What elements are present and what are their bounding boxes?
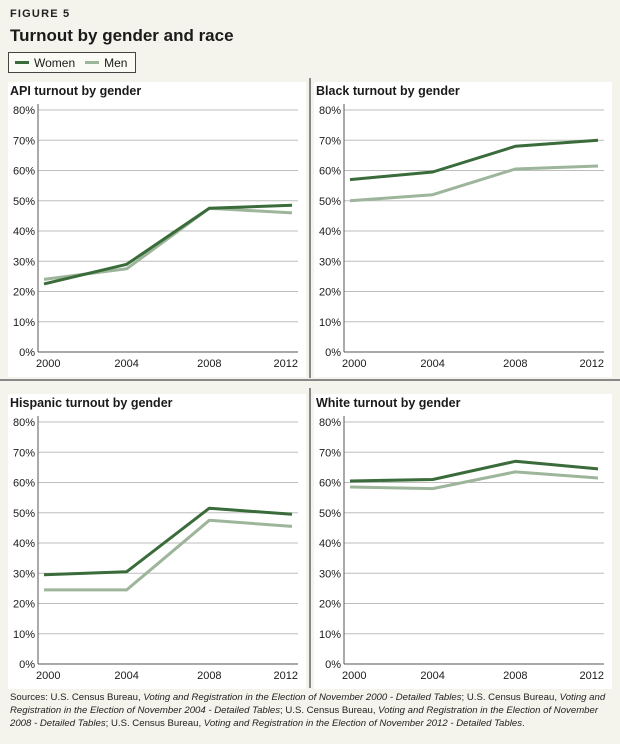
hispanic-series-line-women <box>43 506 293 577</box>
hispanic-y-tick-label: 30% <box>13 568 35 580</box>
black-series-line-men <box>349 164 599 203</box>
white-x-tick-label: 2004 <box>420 670 444 682</box>
black-x-tick-label: 2008 <box>503 358 527 370</box>
black-y-tick-label: 60% <box>319 166 341 178</box>
white-series-line-women <box>349 459 599 483</box>
sources-note: Sources: U.S. Census Bureau, Voting and … <box>10 692 612 730</box>
panel-black: Black turnout by gender 0% 10% 20% 30% 40% 50… <box>314 82 612 377</box>
api-x-tick-label: 2012 <box>274 358 298 370</box>
source-title-2000: Voting and Registration in the Election … <box>143 692 462 703</box>
panel-title-api: API turnout by gender <box>10 84 142 98</box>
api-y-tick-label: 50% <box>13 196 35 208</box>
hispanic-x-tick-label: 2000 <box>36 670 60 682</box>
white-x-tick-label: 2008 <box>503 670 527 682</box>
black-series-line-women <box>349 138 599 182</box>
white-series-line-men <box>349 470 599 491</box>
legend-label-women: Women <box>34 55 76 70</box>
hispanic-y-tick-label: 10% <box>13 629 35 641</box>
source-title-2004: Voting and Registration in the Election … <box>10 692 606 716</box>
panel-title-hispanic: Hispanic turnout by gender <box>10 396 173 410</box>
white-y-tick-label: 70% <box>319 447 341 459</box>
api-y-tick-label: 60% <box>13 166 35 178</box>
api-y-tick-label: 80% <box>13 105 35 117</box>
hispanic-x-tick-label: 2004 <box>114 670 138 682</box>
hispanic-y-tick-label: 40% <box>13 538 35 550</box>
legend: Women Men <box>8 52 136 73</box>
sources-sep-2: ; U.S. Census Bureau, <box>280 704 379 716</box>
black-y-tick-label: 80% <box>319 105 341 117</box>
black-y-tick-label: 40% <box>319 226 341 238</box>
sources-prefix: Sources: U.S. Census Bureau, <box>10 692 144 703</box>
sources-sep-3: ; U.S. Census Bureau, <box>105 717 204 729</box>
legend-swatch-men <box>85 61 100 64</box>
api-y-tick-label: 30% <box>13 256 35 268</box>
black-x-tick-label: 2004 <box>420 358 444 370</box>
black-y-tick-label: 10% <box>319 317 341 329</box>
black-y-tick-label: 30% <box>319 256 341 268</box>
hispanic-series-line-men <box>44 518 293 592</box>
chart-black: 0% 10% 20% 30% 40% 50% 60% 70% 80% 2000 2004 2008 20… <box>319 104 604 370</box>
panel-divider-horizontal <box>0 379 620 381</box>
api-x-tick-label: 2000 <box>36 358 60 370</box>
white-x-tick-label: 2012 <box>580 670 604 682</box>
chart-white: 0% 10% 20% 30% 40% 50% 60% 70% 80% 2000 2004 2008 20… <box>319 416 604 682</box>
api-x-tick-label: 2004 <box>114 358 138 370</box>
legend-item-men: Men <box>85 56 127 70</box>
white-x-tick-label: 2000 <box>342 670 366 682</box>
black-y-tick-label: 50% <box>319 196 341 208</box>
white-y-tick-label: 10% <box>319 629 341 641</box>
panel-title-black: Black turnout by gender <box>316 84 460 98</box>
panel-white: White turnout by gender 0% 10% 20% 30% 40% 50… <box>314 394 612 689</box>
panel-divider-vertical-bottom <box>309 388 311 688</box>
white-y-tick-label: 50% <box>319 508 341 520</box>
api-y-tick-label: 40% <box>13 226 35 238</box>
hispanic-y-tick-label: 0% <box>19 659 35 671</box>
chart-api: 0% 10% 20% 30% 40% 50% 60% 70% 80% 2000 2004 2008 20… <box>13 104 298 370</box>
source-title-2012: Voting and Registration in the Election … <box>203 717 522 729</box>
hispanic-y-tick-label: 50% <box>13 508 35 520</box>
hispanic-y-tick-label: 60% <box>13 478 35 490</box>
panel-api: API turnout by gender 0% 10% 20% 30% 40% 50% 6… <box>8 82 306 377</box>
black-y-tick-label: 70% <box>319 135 341 147</box>
black-x-tick-label: 2000 <box>342 358 366 370</box>
white-y-tick-label: 20% <box>319 599 341 611</box>
white-y-tick-label: 60% <box>319 478 341 490</box>
sources-sep-1: ; U.S. Census Bureau, <box>461 692 560 703</box>
legend-swatch-women <box>15 61 29 64</box>
api-y-tick-label: 10% <box>13 317 35 329</box>
white-y-tick-label: 40% <box>319 538 341 550</box>
api-x-tick-label: 2008 <box>197 358 221 370</box>
white-y-tick-label: 80% <box>319 417 341 429</box>
api-y-tick-label: 20% <box>13 287 35 299</box>
api-y-tick-label: 70% <box>13 135 35 147</box>
black-y-tick-label: 0% <box>325 347 341 359</box>
hispanic-y-tick-label: 20% <box>13 599 35 611</box>
black-y-tick-label: 20% <box>319 287 341 299</box>
hispanic-y-tick-label: 80% <box>13 417 35 429</box>
white-y-tick-label: 30% <box>319 568 341 580</box>
black-x-tick-label: 2012 <box>580 358 604 370</box>
panel-hispanic: Hispanic turnout by gender 0% 10% 20% 30% 40… <box>8 394 306 689</box>
figure-label: FIGURE 5 <box>10 8 71 20</box>
api-y-tick-label: 0% <box>19 347 35 359</box>
hispanic-y-tick-label: 70% <box>13 447 35 459</box>
white-y-tick-label: 0% <box>325 659 341 671</box>
legend-item-women: Women <box>15 56 75 70</box>
hispanic-x-tick-label: 2008 <box>197 670 221 682</box>
legend-label-men: Men <box>104 55 128 70</box>
hispanic-x-tick-label: 2012 <box>274 670 298 682</box>
panel-divider-vertical-top <box>309 78 311 378</box>
api-series-line-men <box>43 206 293 281</box>
api-series-line-women <box>43 203 293 286</box>
source-title-2008: Voting and Registration in the Election … <box>10 704 599 729</box>
chart-hispanic: 0% 10% 20% 30% 40% 50% 60% 70% 80% 2000 2004 2008 20… <box>13 416 298 682</box>
sources-suffix: . <box>522 717 525 729</box>
figure-title: Turnout by gender and race <box>10 26 234 45</box>
panel-title-white: White turnout by gender <box>316 396 461 410</box>
